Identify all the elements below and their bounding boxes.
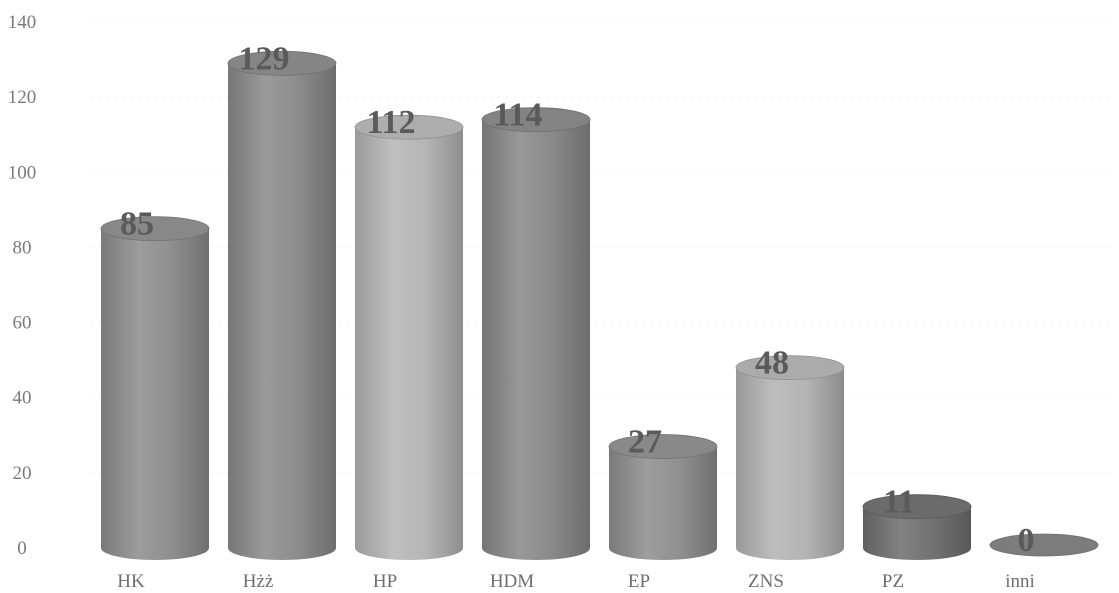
bar-hżż: 129	[227, 40, 337, 560]
bar-body	[482, 119, 590, 560]
bar-top	[100, 216, 210, 242]
x-tick-label: PZ	[882, 571, 904, 592]
bar-body	[609, 446, 717, 560]
bar-pz: 11	[862, 484, 972, 560]
bar-top	[481, 107, 591, 133]
data-label: 0	[1018, 522, 1035, 559]
bar-ep: 27	[608, 424, 718, 560]
bar-top	[735, 355, 845, 381]
y-tick-label: 140	[8, 12, 37, 33]
bar-inni: 0	[989, 522, 1099, 559]
bar-top	[227, 50, 337, 76]
x-tick-label: inni	[1005, 571, 1035, 592]
y-tick-label: 60	[13, 313, 32, 334]
bar-top	[989, 533, 1099, 557]
bar-hk: 85	[100, 206, 210, 560]
bar-body	[228, 63, 336, 560]
bars: 85 129 112 114 27 48 11 0	[100, 40, 1099, 560]
data-label: 11	[883, 484, 915, 521]
x-tick-label: Hżż	[243, 571, 274, 592]
data-label: 85	[120, 206, 154, 243]
x-tick-label: ZNS	[748, 571, 784, 592]
bar-body	[863, 506, 971, 560]
bar-zns: 48	[735, 345, 845, 560]
y-tick-label: 80	[13, 237, 32, 258]
data-label: 114	[493, 97, 542, 134]
data-label: 129	[239, 40, 290, 77]
bar-body	[736, 367, 844, 560]
y-tick-label: 100	[8, 162, 37, 183]
bar-top	[862, 494, 972, 520]
x-tick-label: EP	[628, 571, 650, 592]
bar-body	[355, 127, 463, 560]
bar-hdm: 114	[481, 97, 591, 560]
y-tick-label: 20	[13, 463, 32, 484]
y-tick-label: 40	[13, 388, 32, 409]
data-label: 27	[628, 424, 662, 461]
x-tick-label: HK	[117, 571, 145, 592]
x-tick-label: HDM	[490, 571, 534, 592]
bar-hp: 112	[354, 104, 464, 560]
bar-body	[101, 228, 209, 560]
x-axis-labels: HK Hżż HP HDM EP ZNS PZ inni	[117, 571, 1035, 592]
y-tick-label: 0	[17, 538, 27, 559]
bar-top	[354, 114, 464, 140]
data-label: 48	[755, 345, 789, 382]
data-label: 112	[366, 104, 415, 141]
y-tick-label: 120	[8, 87, 37, 108]
bar-top	[608, 434, 718, 459]
x-tick-label: HP	[373, 571, 397, 592]
y-axis-ticks: 0 20 40 60 80 100 120 140	[8, 12, 37, 559]
